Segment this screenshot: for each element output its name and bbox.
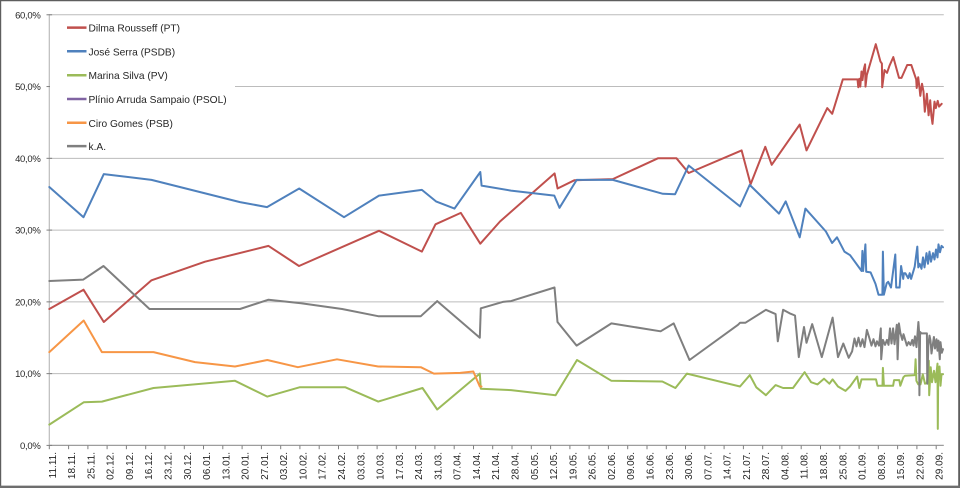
svg-text:10.03.: 10.03. bbox=[376, 452, 387, 480]
svg-text:13.01.: 13.01. bbox=[221, 452, 232, 480]
svg-text:23.06.: 23.06. bbox=[665, 452, 676, 480]
svg-text:11.08.: 11.08. bbox=[800, 452, 811, 479]
svg-text:18.11.: 18.11. bbox=[67, 452, 78, 479]
svg-text:07.04.: 07.04. bbox=[453, 452, 464, 480]
svg-text:03.02.: 03.02. bbox=[279, 452, 290, 480]
svg-text:06.01.: 06.01. bbox=[202, 452, 213, 480]
svg-text:07.07.: 07.07. bbox=[703, 452, 714, 480]
svg-text:Marina Silva (PV): Marina Silva (PV) bbox=[89, 71, 168, 82]
svg-text:04.08.: 04.08. bbox=[780, 452, 791, 480]
svg-text:60,0%: 60,0% bbox=[15, 10, 41, 21]
svg-text:30,0%: 30,0% bbox=[15, 226, 41, 237]
svg-text:30.06.: 30.06. bbox=[684, 452, 695, 480]
svg-text:11.11.: 11.11. bbox=[48, 452, 59, 478]
svg-text:k.A.: k.A. bbox=[89, 142, 107, 153]
svg-text:15.09.: 15.09. bbox=[896, 452, 907, 480]
svg-text:29.09.: 29.09. bbox=[935, 452, 946, 480]
svg-text:17.02.: 17.02. bbox=[318, 452, 329, 480]
svg-text:12.05.: 12.05. bbox=[549, 452, 560, 480]
svg-text:19.05.: 19.05. bbox=[568, 452, 579, 480]
svg-text:01.09.: 01.09. bbox=[858, 452, 869, 480]
svg-text:14.07.: 14.07. bbox=[723, 452, 734, 480]
svg-text:02.12.: 02.12. bbox=[106, 452, 117, 480]
svg-text:José Serra (PSDB): José Serra (PSDB) bbox=[89, 47, 176, 58]
svg-text:28.04.: 28.04. bbox=[511, 452, 522, 480]
svg-text:20.01.: 20.01. bbox=[241, 452, 252, 480]
svg-text:20,0%: 20,0% bbox=[15, 297, 41, 308]
svg-text:28.07.: 28.07. bbox=[761, 452, 772, 480]
svg-text:Dilma Rousseff (PT): Dilma Rousseff (PT) bbox=[89, 24, 181, 35]
svg-text:16.12.: 16.12. bbox=[144, 452, 155, 480]
svg-text:23.12.: 23.12. bbox=[164, 452, 175, 480]
svg-text:16.06.: 16.06. bbox=[646, 452, 657, 480]
svg-text:40,0%: 40,0% bbox=[15, 154, 41, 165]
svg-text:14.04.: 14.04. bbox=[472, 452, 483, 480]
svg-text:03.03.: 03.03. bbox=[356, 452, 367, 480]
svg-text:25.08.: 25.08. bbox=[838, 452, 849, 480]
svg-text:26.05.: 26.05. bbox=[588, 452, 599, 480]
svg-text:05.05.: 05.05. bbox=[530, 452, 541, 480]
svg-text:Plínio Arruda Sampaio (PSOL): Plínio Arruda Sampaio (PSOL) bbox=[89, 95, 227, 106]
svg-text:02.06.: 02.06. bbox=[607, 452, 618, 480]
svg-text:24.03.: 24.03. bbox=[414, 452, 425, 480]
svg-text:Ciro Gomes (PSB): Ciro Gomes (PSB) bbox=[89, 119, 173, 130]
svg-text:09.06.: 09.06. bbox=[626, 452, 637, 480]
svg-text:25.11.: 25.11. bbox=[86, 452, 97, 479]
svg-text:09.12.: 09.12. bbox=[125, 452, 136, 480]
svg-text:0,0%: 0,0% bbox=[20, 441, 41, 452]
svg-text:21.04.: 21.04. bbox=[491, 452, 502, 480]
svg-text:24.02.: 24.02. bbox=[337, 452, 348, 480]
svg-text:10,0%: 10,0% bbox=[15, 369, 41, 380]
svg-text:18.08.: 18.08. bbox=[819, 452, 830, 480]
svg-text:22.09.: 22.09. bbox=[915, 452, 926, 480]
svg-text:31.03.: 31.03. bbox=[433, 452, 444, 480]
svg-text:17.03.: 17.03. bbox=[395, 452, 406, 480]
svg-text:08.09.: 08.09. bbox=[877, 452, 888, 480]
svg-text:50,0%: 50,0% bbox=[15, 82, 41, 93]
svg-text:21.07.: 21.07. bbox=[742, 452, 753, 480]
svg-text:30.12.: 30.12. bbox=[183, 452, 194, 480]
svg-text:10.02.: 10.02. bbox=[298, 452, 309, 480]
svg-text:27.01.: 27.01. bbox=[260, 452, 271, 480]
